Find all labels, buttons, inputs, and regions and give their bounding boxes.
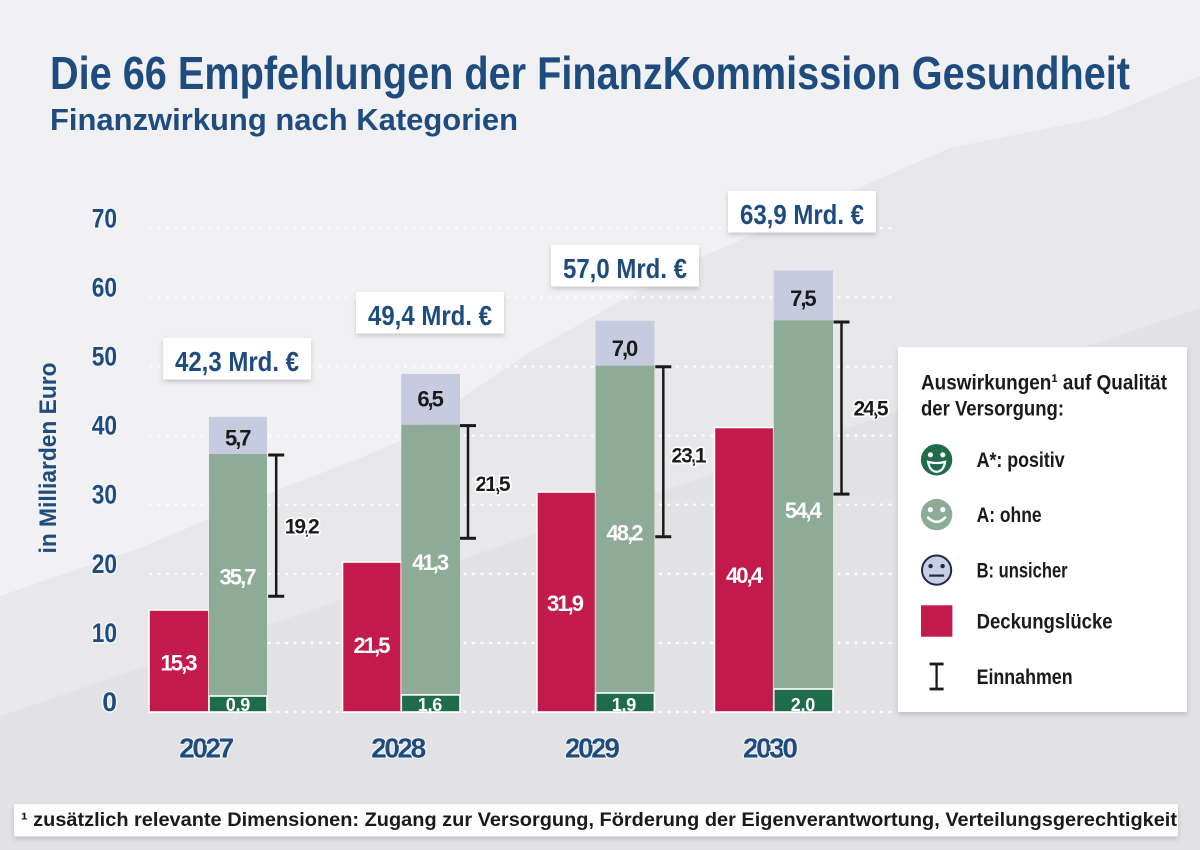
- svg-text:40: 40: [92, 411, 117, 441]
- svg-text:6,5: 6,5: [417, 387, 444, 412]
- svg-text:7,5: 7,5: [790, 286, 817, 311]
- svg-text:70: 70: [92, 203, 117, 233]
- svg-text:42,3 Mrd. €: 42,3 Mrd. €: [175, 346, 299, 377]
- svg-text:2028: 2028: [371, 733, 426, 764]
- svg-text:1,9: 1,9: [612, 695, 637, 715]
- svg-text:30: 30: [92, 480, 117, 510]
- svg-text:Die 66 Empfehlungen der Finanz: Die 66 Empfehlungen der FinanzKommission…: [50, 47, 1130, 99]
- svg-text:in Milliarden Euro: in Milliarden Euro: [35, 363, 62, 554]
- svg-text:50: 50: [92, 342, 117, 372]
- svg-text:54,4: 54,4: [785, 498, 823, 523]
- svg-text:63,9 Mrd. €: 63,9 Mrd. €: [740, 199, 864, 230]
- svg-text:A*: positiv: A*: positiv: [977, 449, 1065, 472]
- svg-text:57,0 Mrd. €: 57,0 Mrd. €: [563, 253, 687, 284]
- svg-text:B: unsicher: B: unsicher: [977, 560, 1068, 583]
- svg-text:24,5: 24,5: [854, 398, 889, 421]
- svg-text:0: 0: [102, 687, 117, 717]
- svg-text:23,1: 23,1: [672, 445, 707, 468]
- svg-text:5,7: 5,7: [225, 426, 252, 451]
- svg-text:21,5: 21,5: [354, 633, 391, 658]
- svg-text:Deckungslücke: Deckungslücke: [977, 611, 1113, 634]
- svg-text:der Versorgung:: der Versorgung:: [921, 397, 1064, 421]
- svg-text:2029: 2029: [565, 733, 620, 764]
- svg-text:48,2: 48,2: [607, 521, 644, 546]
- svg-text:0,9: 0,9: [226, 695, 251, 715]
- svg-text:15,3: 15,3: [161, 650, 198, 675]
- svg-text:10: 10: [92, 618, 117, 648]
- svg-text:A: ohne: A: ohne: [977, 504, 1042, 527]
- svg-text:Einnahmen: Einnahmen: [977, 666, 1073, 689]
- svg-text:2,0: 2,0: [791, 695, 816, 715]
- svg-text:35,7: 35,7: [220, 565, 257, 590]
- svg-text:2030: 2030: [743, 733, 798, 764]
- svg-text:1,6: 1,6: [418, 695, 443, 715]
- svg-text:19,2: 19,2: [285, 515, 320, 538]
- svg-text:7,0: 7,0: [612, 336, 639, 361]
- svg-text:40,4: 40,4: [726, 563, 764, 588]
- svg-text:Auswirkungen¹ auf Qualität: Auswirkungen¹ auf Qualität: [921, 371, 1167, 395]
- svg-text:21,5: 21,5: [476, 473, 511, 496]
- svg-text:2027: 2027: [179, 733, 234, 764]
- svg-text:31,9: 31,9: [547, 591, 584, 616]
- svg-text:Finanzwirkung nach Kategorien: Finanzwirkung nach Kategorien: [50, 102, 518, 137]
- svg-text:¹ zusätzlich relevante Dimensi: ¹ zusätzlich relevante Dimensionen: Zuga…: [21, 809, 1178, 831]
- svg-text:49,4 Mrd. €: 49,4 Mrd. €: [368, 300, 492, 331]
- svg-text:41,3: 41,3: [412, 550, 449, 575]
- svg-text:60: 60: [92, 272, 117, 302]
- svg-text:20: 20: [92, 549, 117, 579]
